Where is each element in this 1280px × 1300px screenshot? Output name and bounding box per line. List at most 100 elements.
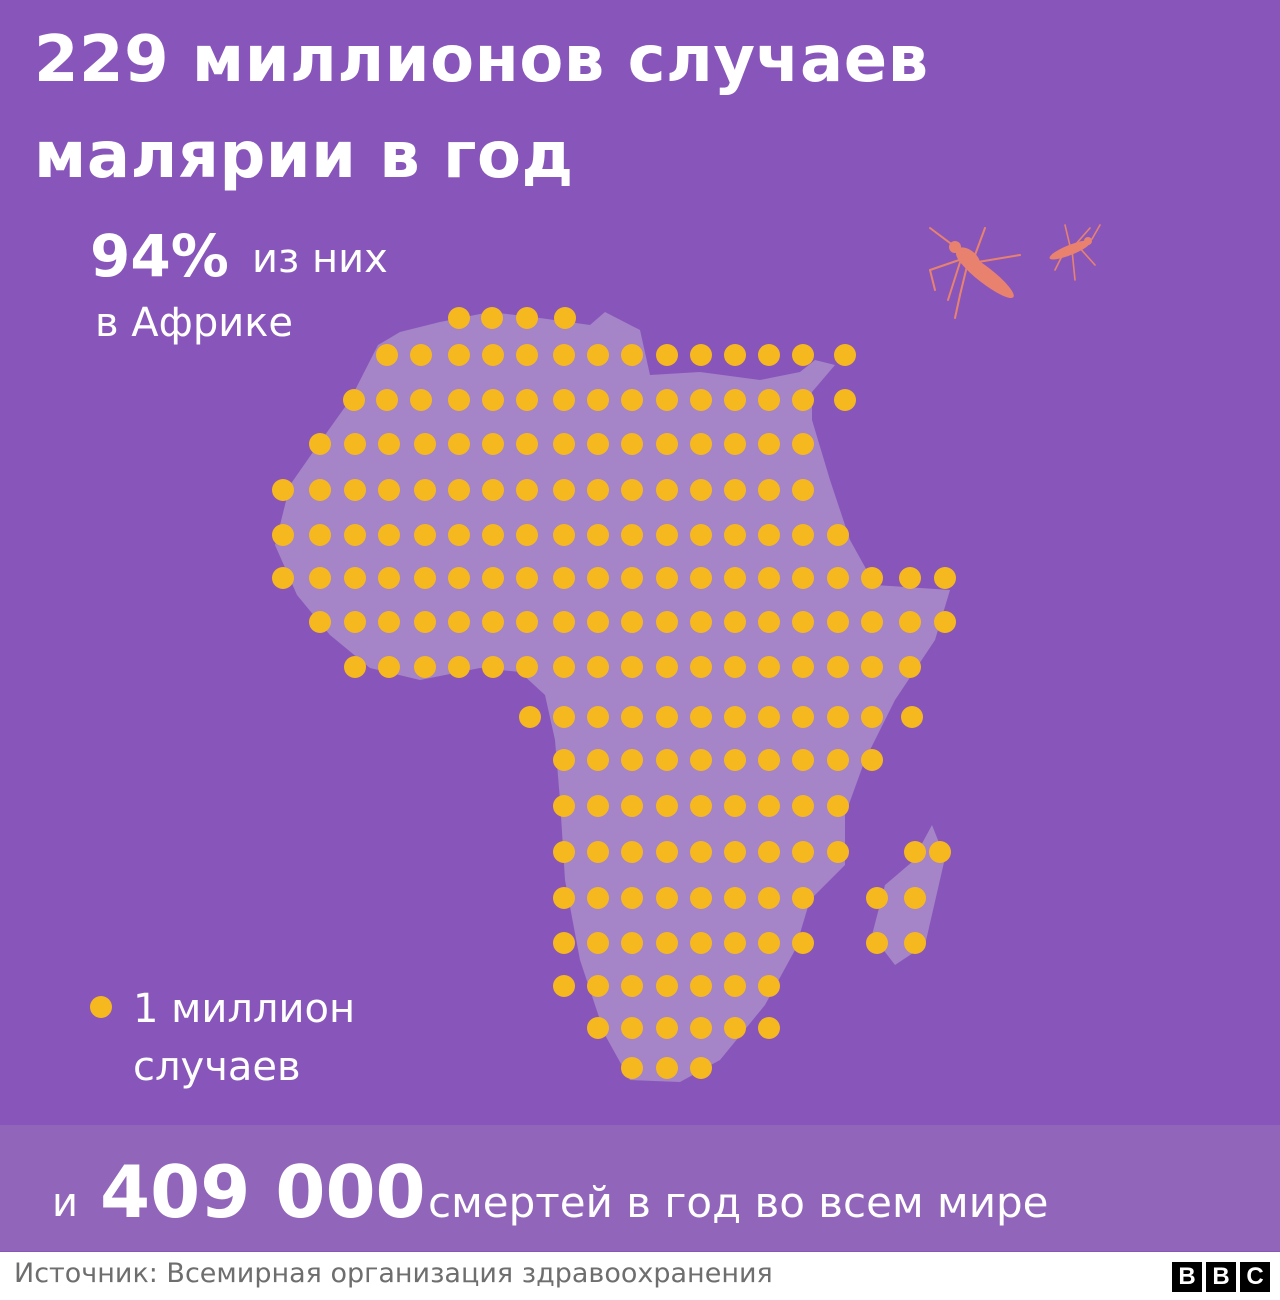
case-dot — [792, 524, 814, 546]
case-dot — [587, 611, 609, 633]
case-dot — [724, 479, 746, 501]
case-dot — [904, 841, 926, 863]
case-dot — [553, 795, 575, 817]
case-dot — [621, 524, 643, 546]
case-dot — [758, 567, 780, 589]
case-dot — [899, 611, 921, 633]
deaths-banner — [0, 1125, 1280, 1251]
deaths-number: 409 000 — [100, 1150, 426, 1234]
case-dot — [656, 479, 678, 501]
case-dot — [724, 1017, 746, 1039]
case-dot — [690, 932, 712, 954]
case-dot — [621, 841, 643, 863]
case-dot — [656, 706, 678, 728]
case-dot — [482, 656, 504, 678]
case-dot — [724, 795, 746, 817]
case-dot — [272, 479, 294, 501]
case-dot — [656, 656, 678, 678]
case-dot — [899, 567, 921, 589]
case-dot — [344, 524, 366, 546]
case-dot — [448, 524, 470, 546]
case-dot — [758, 749, 780, 771]
case-dot — [587, 749, 609, 771]
case-dot — [481, 307, 503, 329]
case-dot — [758, 795, 780, 817]
case-dot — [448, 389, 470, 411]
case-dot — [827, 656, 849, 678]
case-dot — [656, 887, 678, 909]
africa-dot-map — [272, 224, 1101, 1082]
case-dot — [554, 307, 576, 329]
case-dot — [758, 841, 780, 863]
case-dot — [414, 567, 436, 589]
case-dot — [587, 344, 609, 366]
case-dot — [621, 611, 643, 633]
case-dot — [827, 611, 849, 633]
case-dot — [378, 433, 400, 455]
case-dot — [792, 841, 814, 863]
case-dot — [690, 479, 712, 501]
case-dot — [724, 975, 746, 997]
case-dot — [587, 887, 609, 909]
case-dot — [344, 433, 366, 455]
case-dot — [376, 389, 398, 411]
case-dot — [758, 433, 780, 455]
case-dot — [553, 656, 575, 678]
case-dot — [656, 1017, 678, 1039]
case-dot — [553, 344, 575, 366]
case-dot — [587, 975, 609, 997]
case-dot — [553, 389, 575, 411]
case-dot — [448, 567, 470, 589]
case-dot — [587, 706, 609, 728]
case-dot — [376, 344, 398, 366]
source-text: Источник: Всемирная организация здравоох… — [14, 1258, 773, 1289]
case-dot — [904, 932, 926, 954]
case-dot — [656, 433, 678, 455]
case-dot — [587, 433, 609, 455]
case-dot — [621, 389, 643, 411]
case-dot — [690, 567, 712, 589]
case-dot — [861, 656, 883, 678]
case-dot — [344, 656, 366, 678]
case-dot — [448, 611, 470, 633]
bbc-logo-b1: B — [1172, 1262, 1202, 1292]
case-dot — [378, 611, 400, 633]
case-dot — [792, 344, 814, 366]
case-dot — [378, 479, 400, 501]
case-dot — [482, 524, 504, 546]
case-dot — [414, 611, 436, 633]
legend-dot — [90, 996, 112, 1018]
case-dot — [758, 706, 780, 728]
case-dot — [656, 795, 678, 817]
case-dot — [587, 389, 609, 411]
case-dot — [724, 706, 746, 728]
case-dot — [621, 344, 643, 366]
case-dot — [724, 389, 746, 411]
case-dot — [792, 932, 814, 954]
case-dot — [621, 749, 643, 771]
case-dot — [758, 611, 780, 633]
case-dot — [553, 749, 575, 771]
africa-region-label: в Африке — [95, 300, 294, 346]
case-dot — [621, 656, 643, 678]
case-dot — [448, 433, 470, 455]
case-dot — [656, 932, 678, 954]
case-dot — [758, 887, 780, 909]
mosquito-icon — [1049, 224, 1101, 281]
case-dot — [758, 524, 780, 546]
case-dot — [827, 841, 849, 863]
case-dot — [553, 706, 575, 728]
case-dot — [621, 1057, 643, 1079]
case-dot — [690, 887, 712, 909]
legend-line-2: случаев — [133, 1044, 301, 1090]
case-dot — [309, 567, 331, 589]
case-dot — [690, 611, 712, 633]
case-dot — [553, 975, 575, 997]
title-line-2: малярии в год — [34, 119, 574, 193]
bbc-logo-c: C — [1240, 1262, 1270, 1292]
africa-share-percent: 94% — [90, 222, 229, 290]
case-dot — [758, 932, 780, 954]
case-dot — [724, 344, 746, 366]
case-dot — [482, 344, 504, 366]
case-dot — [792, 567, 814, 589]
